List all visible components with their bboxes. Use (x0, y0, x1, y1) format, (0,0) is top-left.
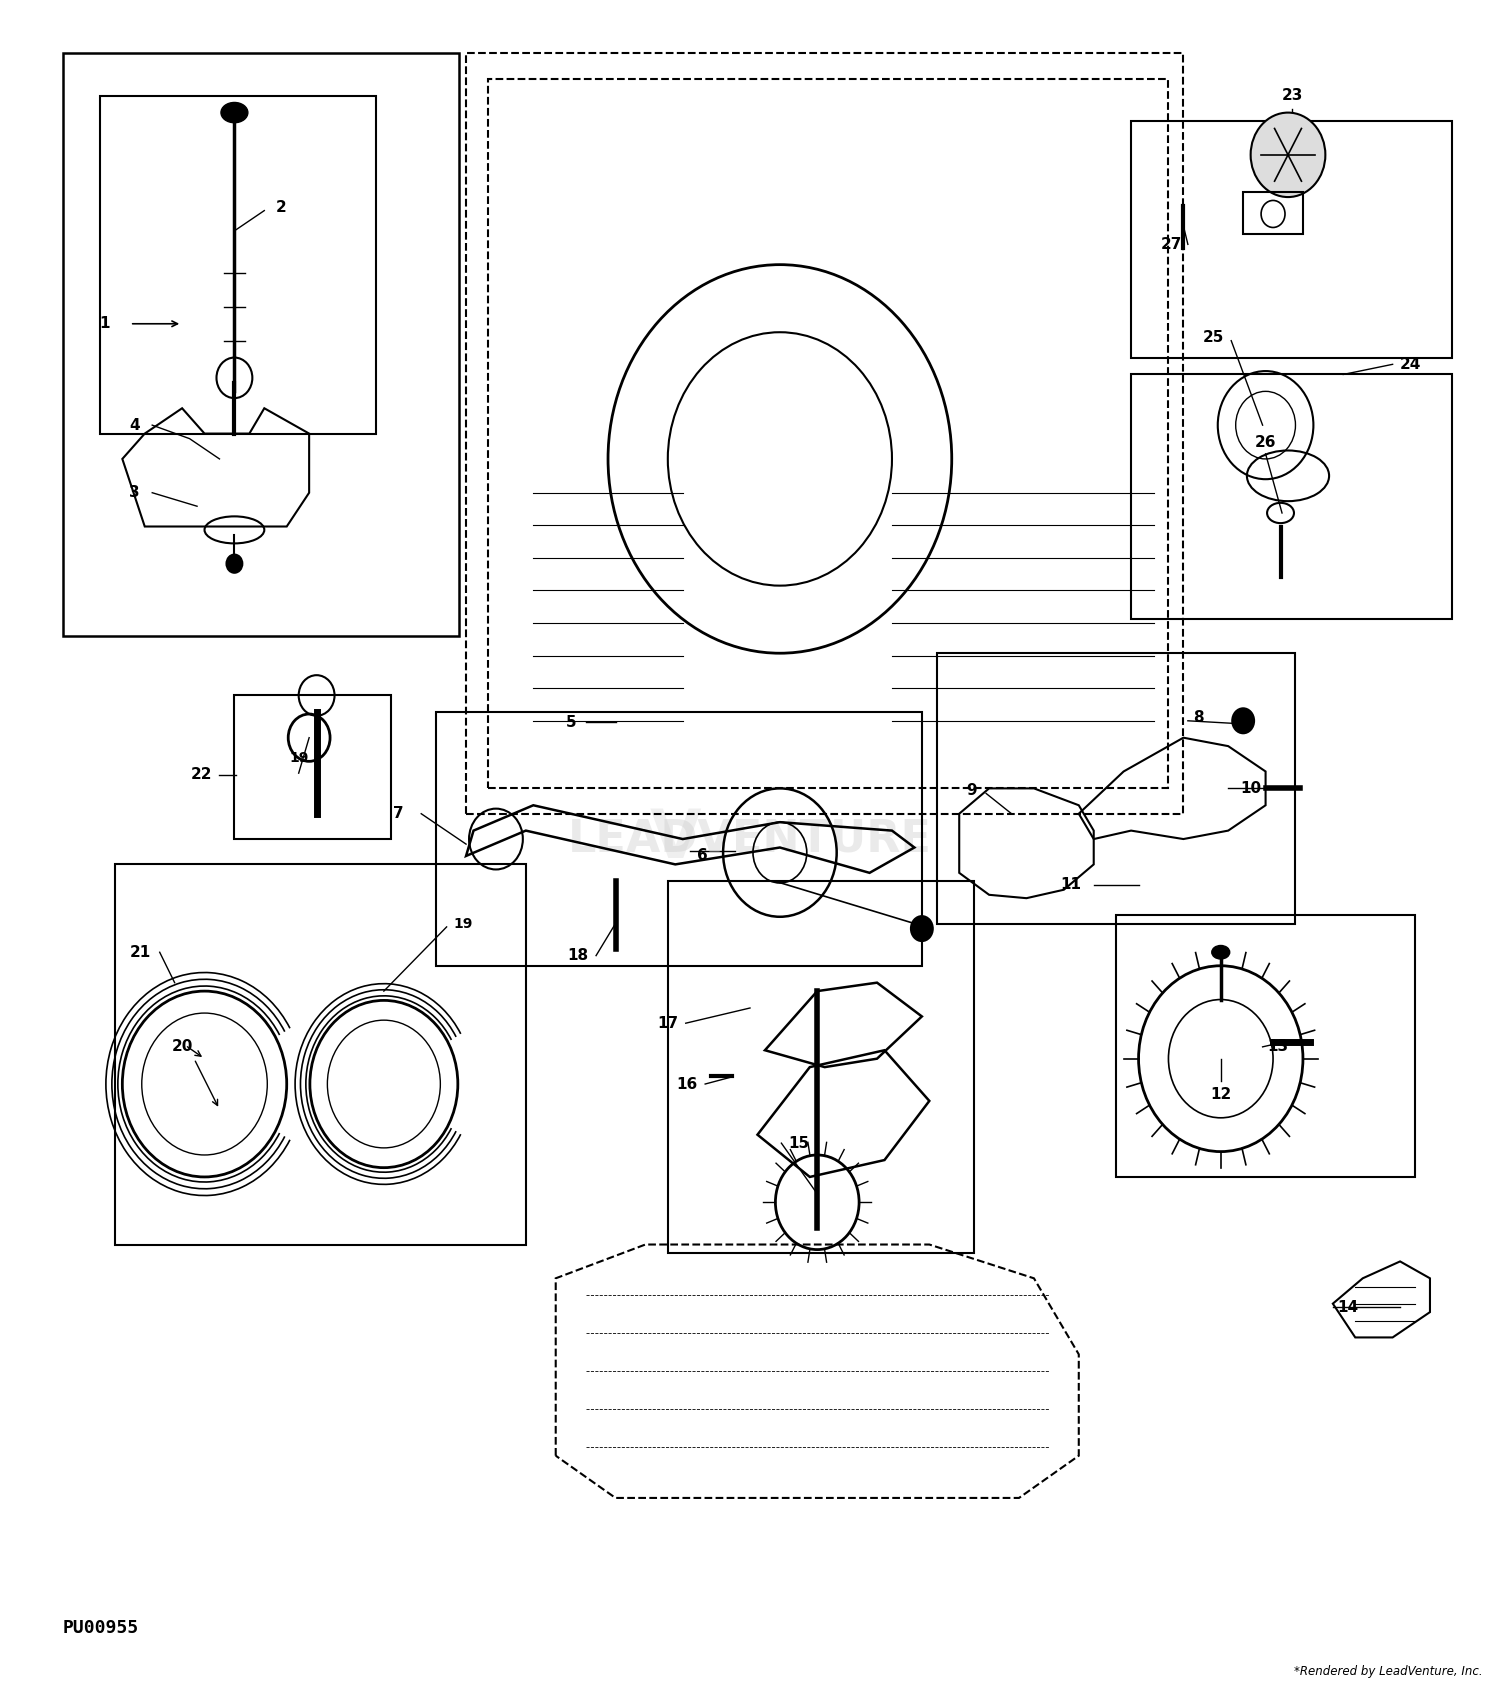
Text: 23: 23 (1282, 88, 1304, 103)
Bar (116, 864, 526, 1244)
Circle shape (1232, 707, 1256, 734)
Text: 25: 25 (1203, 331, 1224, 344)
Text: *Rendered by LeadVenture, Inc.: *Rendered by LeadVenture, Inc. (1293, 1666, 1482, 1678)
Text: LEADVENTURE: LEADVENTURE (568, 817, 932, 861)
Circle shape (225, 554, 243, 575)
Text: 16: 16 (676, 1076, 698, 1092)
Bar (1131, 375, 1452, 619)
Text: 19: 19 (290, 751, 309, 764)
Ellipse shape (1212, 946, 1230, 959)
Circle shape (910, 915, 934, 942)
Text: PU00955: PU00955 (63, 1619, 138, 1637)
Text: 8: 8 (1192, 710, 1203, 725)
Text: 14: 14 (1336, 1300, 1359, 1315)
Bar (234, 695, 392, 839)
Bar (938, 653, 1296, 924)
Bar (100, 95, 376, 434)
Text: 4: 4 (129, 417, 140, 432)
Text: 5: 5 (566, 715, 576, 731)
Bar (668, 881, 974, 1253)
Text: 3: 3 (129, 485, 140, 500)
Text: 22: 22 (190, 768, 213, 783)
Bar (63, 54, 459, 636)
Bar (1116, 915, 1414, 1176)
Text: 1: 1 (99, 317, 109, 331)
Text: 15: 15 (789, 1136, 810, 1151)
Text: 2: 2 (276, 200, 286, 215)
Text: 9: 9 (966, 783, 976, 798)
Text: 12: 12 (1210, 1086, 1231, 1102)
Text: 20: 20 (171, 1039, 194, 1054)
Text: 13: 13 (1268, 1039, 1288, 1054)
Text: 10: 10 (1240, 781, 1262, 797)
Text: 19: 19 (453, 917, 472, 931)
Text: 26: 26 (1256, 434, 1276, 449)
Text: 24: 24 (1400, 358, 1420, 371)
Text: 18: 18 (567, 948, 588, 963)
Text: V: V (650, 807, 700, 871)
Bar (436, 712, 922, 966)
Ellipse shape (220, 102, 248, 122)
Circle shape (1251, 112, 1326, 197)
Bar (466, 54, 1184, 814)
Text: 11: 11 (1060, 878, 1082, 892)
Bar (1131, 120, 1452, 358)
Text: 21: 21 (129, 944, 152, 959)
Text: 7: 7 (393, 807, 404, 820)
Text: 27: 27 (1161, 237, 1182, 253)
Text: 6: 6 (698, 849, 708, 863)
Text: 17: 17 (657, 1015, 678, 1031)
Bar (1244, 192, 1304, 234)
